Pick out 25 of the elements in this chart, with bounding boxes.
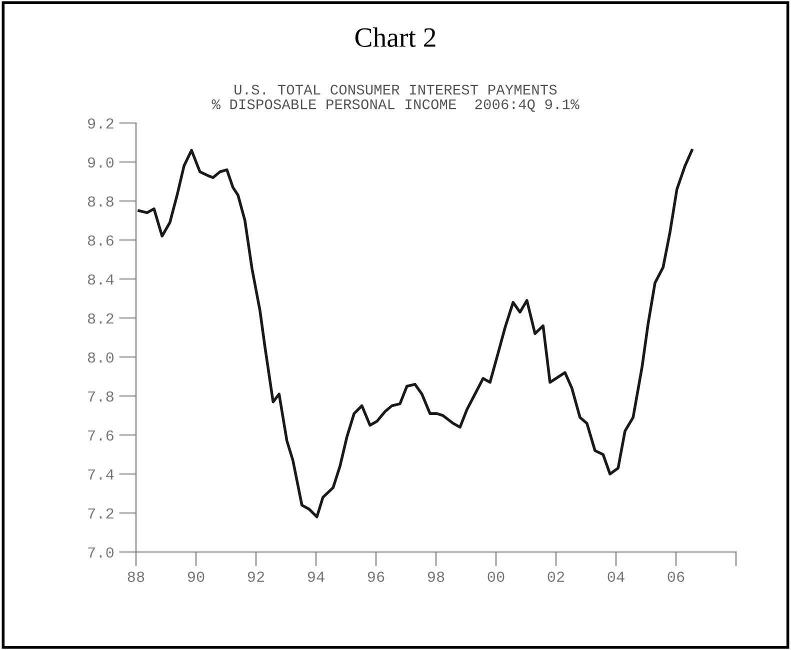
x-tick-label: 96 (368, 572, 384, 582)
x-tick-label: 04 (608, 572, 624, 582)
x-tick-label: 88 (128, 572, 144, 582)
x-tick-label: 02 (548, 572, 564, 582)
x-tick-label: 06 (668, 572, 684, 582)
y-tick-label: 7.4 (88, 469, 114, 480)
chart-subtitle: U.S. TOTAL CONSUMER INTEREST PAYMENTS % DISPOSABLE PERSONAL INCOME 2006:4Q 9.1% (212, 84, 580, 112)
y-tick-label: 9.0 (88, 157, 114, 168)
x-tick-label: 90 (188, 572, 204, 582)
x-tick-label: 94 (308, 572, 324, 582)
y-tick-label: 8.0 (88, 352, 114, 363)
y-tick-label: 9.2 (88, 118, 114, 129)
y-tick-label: 7.2 (88, 508, 114, 519)
y-tick-label: 8.2 (88, 313, 114, 324)
x-tick-label: 98 (428, 572, 444, 582)
chart-title: Chart 2 (355, 27, 436, 47)
y-tick-label: 7.6 (88, 430, 114, 441)
y-tick-label: 8.6 (88, 235, 114, 246)
line-series (138, 148, 694, 518)
y-tick-label: 7.8 (88, 391, 114, 402)
x-tick-label: 00 (488, 572, 504, 582)
y-tick-label: 8.4 (88, 274, 114, 285)
x-tick-label: 92 (248, 572, 264, 582)
y-tick-label: 7.0 (88, 547, 114, 558)
y-tick-label: 8.8 (88, 196, 114, 207)
